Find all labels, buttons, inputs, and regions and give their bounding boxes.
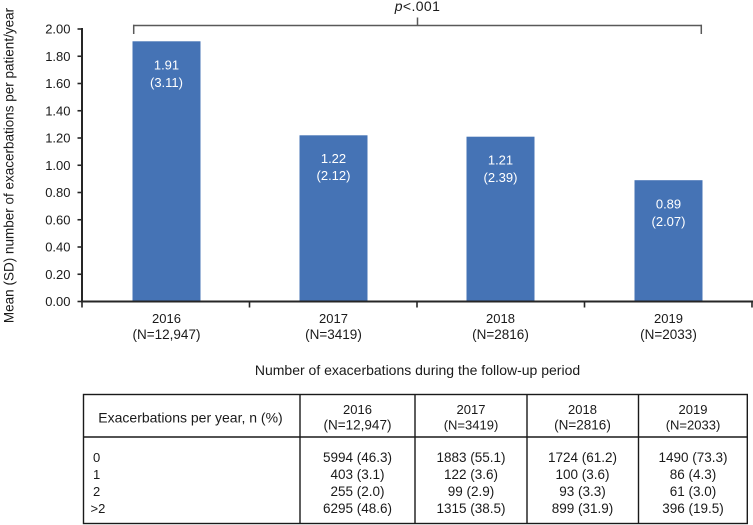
svg-text:1.91: 1.91 xyxy=(154,58,179,73)
svg-text:1883 (55.1): 1883 (55.1) xyxy=(436,450,505,465)
svg-text:2016: 2016 xyxy=(152,311,181,326)
svg-text:0: 0 xyxy=(93,450,100,465)
svg-text:(N=12,947): (N=12,947) xyxy=(324,418,392,433)
svg-text:Number of exacerbations during: Number of exacerbations during the follo… xyxy=(255,362,580,378)
svg-text:255 (2.0): 255 (2.0) xyxy=(330,484,384,499)
svg-text:1: 1 xyxy=(93,467,100,482)
svg-text:(N=3419): (N=3419) xyxy=(305,327,362,342)
svg-text:1724 (61.2): 1724 (61.2) xyxy=(548,450,617,465)
svg-text:(N=2033): (N=2033) xyxy=(666,418,721,433)
svg-text:93 (3.3): 93 (3.3) xyxy=(559,484,606,499)
svg-text:Mean (SD) number of exacerbati: Mean (SD) number of exacerbations per pa… xyxy=(2,7,17,323)
svg-text:Exacerbations per year, n (%): Exacerbations per year, n (%) xyxy=(98,410,282,426)
svg-text:100 (3.6): 100 (3.6) xyxy=(555,467,609,482)
svg-text:0.89: 0.89 xyxy=(656,197,681,212)
svg-text:(N=3419): (N=3419) xyxy=(444,418,499,433)
svg-text:(3.11): (3.11) xyxy=(150,75,183,90)
svg-text:(2.07): (2.07) xyxy=(652,214,686,229)
svg-text:(N=12,947): (N=12,947) xyxy=(133,327,201,342)
svg-text:(2.39): (2.39) xyxy=(484,170,518,185)
svg-text:(N=2816): (N=2816) xyxy=(554,418,611,433)
svg-text:2017: 2017 xyxy=(457,402,486,417)
svg-text:86 (4.3): 86 (4.3) xyxy=(670,467,717,482)
svg-text:6295 (48.6): 6295 (48.6) xyxy=(323,501,392,516)
svg-text:1.60: 1.60 xyxy=(45,76,70,91)
svg-text:(N=2033): (N=2033) xyxy=(640,327,697,342)
svg-text:0.40: 0.40 xyxy=(45,240,70,255)
svg-text:61 (3.0): 61 (3.0) xyxy=(670,484,717,499)
svg-text:1.21: 1.21 xyxy=(488,153,513,168)
svg-text:2018: 2018 xyxy=(486,311,515,326)
svg-text:99 (2.9): 99 (2.9) xyxy=(448,484,495,499)
svg-text:1.22: 1.22 xyxy=(321,151,346,166)
svg-text:0.20: 0.20 xyxy=(45,267,70,282)
svg-text:1.20: 1.20 xyxy=(45,131,70,146)
svg-text:2.00: 2.00 xyxy=(45,22,70,37)
svg-text:2: 2 xyxy=(93,484,100,499)
svg-text:899 (31.9): 899 (31.9) xyxy=(552,501,614,516)
svg-text:2016: 2016 xyxy=(343,402,372,417)
svg-text:122 (3.6): 122 (3.6) xyxy=(444,467,498,482)
svg-text:2019: 2019 xyxy=(679,402,708,417)
svg-text:403 (3.1): 403 (3.1) xyxy=(330,467,384,482)
svg-text:5994 (46.3): 5994 (46.3) xyxy=(323,450,392,465)
svg-text:2019: 2019 xyxy=(654,311,683,326)
svg-text:1315 (38.5): 1315 (38.5) xyxy=(436,501,505,516)
svg-text:1.40: 1.40 xyxy=(45,103,70,118)
svg-text:1.00: 1.00 xyxy=(45,158,70,173)
svg-text:p<.001: p<.001 xyxy=(394,0,441,14)
svg-text:396 (19.5): 396 (19.5) xyxy=(662,501,724,516)
svg-text:1.80: 1.80 xyxy=(45,49,70,64)
svg-text:(N=2816): (N=2816) xyxy=(472,327,529,342)
svg-text:1490 (73.3): 1490 (73.3) xyxy=(658,450,727,465)
svg-text:(2.12): (2.12) xyxy=(317,168,351,183)
svg-text:2018: 2018 xyxy=(568,402,597,417)
svg-text:>2: >2 xyxy=(91,501,106,516)
svg-text:0.60: 0.60 xyxy=(45,212,70,227)
svg-text:0.00: 0.00 xyxy=(45,294,70,309)
svg-text:0.80: 0.80 xyxy=(45,185,70,200)
svg-text:2017: 2017 xyxy=(319,311,348,326)
